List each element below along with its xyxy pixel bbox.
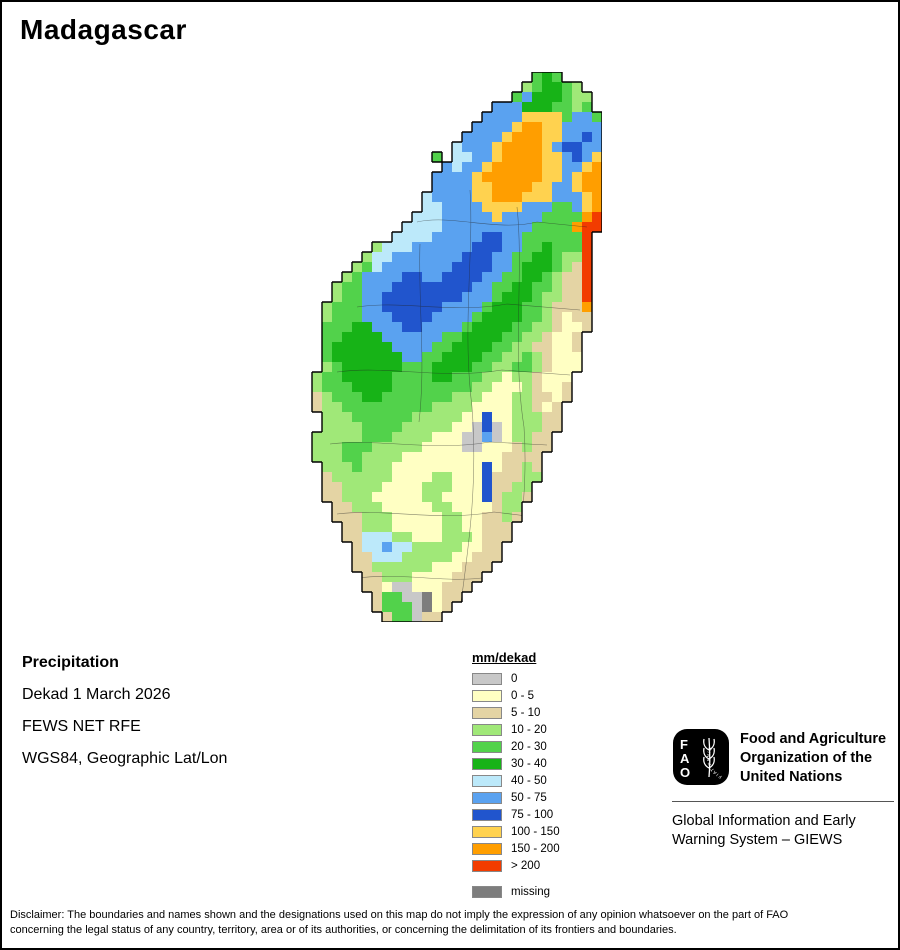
- legend-swatch: [472, 707, 502, 719]
- legend-swatch: [472, 860, 502, 872]
- legend-swatch: [472, 724, 502, 736]
- legend-swatch: [472, 673, 502, 685]
- map-legend: mm/dekad 0 0 - 5 5 - 10 10 - 20 20 - 30 30 - …: [472, 650, 560, 903]
- legend-item: 75 - 100: [472, 809, 560, 821]
- legend-item: 50 - 75: [472, 792, 560, 804]
- giews-line: Global Information and Early: [672, 812, 856, 829]
- legend-label: 100 - 150: [511, 826, 560, 838]
- fao-block: F A O FIAT PANIS Food and Agriculture Or: [672, 728, 894, 851]
- legend-label: 0: [511, 673, 518, 685]
- legend-label: 75 - 100: [511, 809, 554, 821]
- map-info-lines: Dekad 1 March 2026 FEWS NET RFE WGS84, Geo…: [22, 686, 227, 768]
- madagascar-precipitation-map: [311, 72, 602, 622]
- legend-label: 10 - 20: [511, 724, 547, 736]
- disclaimer: Disclaimer: The boundaries and names sho…: [10, 908, 896, 939]
- legend-label: missing: [511, 886, 550, 898]
- giews-label: Global Information and Early Warning Syst…: [672, 812, 894, 851]
- fao-logo-letter-a: A: [680, 751, 690, 766]
- legend-item: missing: [472, 886, 560, 898]
- legend-label: 150 - 200: [511, 843, 560, 855]
- fao-logo-letter-f: F: [680, 737, 688, 752]
- legend-items: 0 0 - 5 5 - 10 10 - 20 20 - 30 30 - 40 40 - 50…: [472, 673, 560, 898]
- legend-item: > 200: [472, 860, 560, 872]
- legend-label: > 200: [511, 860, 541, 872]
- legend-item: 150 - 200: [472, 843, 560, 855]
- map-info-line: WGS84, Geographic Lat/Lon: [22, 750, 228, 767]
- legend-item: 100 - 150: [472, 826, 560, 838]
- map-info-block: Precipitation Dekad 1 March 2026 FEWS NET…: [22, 654, 227, 782]
- fao-org-line: United Nations: [740, 768, 843, 785]
- legend-swatch: [472, 826, 502, 838]
- legend-label: 5 - 10: [511, 707, 541, 719]
- legend-label: 20 - 30: [511, 741, 547, 753]
- fao-org-name: Food and Agriculture Organization of the U…: [740, 728, 886, 787]
- legend-swatch: [472, 886, 502, 898]
- legend-label: 40 - 50: [511, 775, 547, 787]
- giews-line: Warning System – GIEWS: [672, 832, 843, 849]
- fao-logo-icon: F A O FIAT PANIS: [673, 729, 729, 785]
- legend-title: mm/dekad: [472, 650, 537, 665]
- legend-swatch: [472, 758, 502, 770]
- fao-divider: [672, 800, 894, 802]
- disclaimer-line: concerning the legal status of any count…: [10, 924, 677, 937]
- fao-org-line: Organization of the: [740, 749, 873, 766]
- legend-label: 30 - 40: [511, 758, 547, 770]
- legend-swatch: [472, 741, 502, 753]
- legend-swatch: [472, 792, 502, 804]
- legend-item: 30 - 40: [472, 758, 560, 770]
- legend-swatch: [472, 690, 502, 702]
- legend-swatch: [472, 809, 502, 821]
- legend-label: 0 - 5: [511, 690, 535, 702]
- legend-item: 20 - 30: [472, 741, 560, 753]
- wheat-ear-icon: [703, 737, 715, 778]
- legend-item: 40 - 50: [472, 775, 560, 787]
- legend-swatch: [472, 843, 502, 855]
- legend-swatch: [472, 775, 502, 787]
- fao-row: F A O FIAT PANIS Food and Agriculture Or: [672, 728, 894, 787]
- legend-item: 5 - 10: [472, 707, 560, 719]
- legend-label: 50 - 75: [511, 792, 547, 804]
- map-info-line: FEWS NET RFE: [22, 718, 141, 735]
- legend-item: 0 - 5: [472, 690, 560, 702]
- disclaimer-line: Disclaimer: The boundaries and names sho…: [10, 909, 789, 921]
- fao-logo-letter-o: O: [680, 765, 690, 780]
- legend-item: 0: [472, 673, 560, 685]
- map-info-heading: Precipitation: [22, 654, 119, 671]
- fao-org-line: Food and Agriculture: [740, 731, 887, 747]
- page-title: Madagascar: [20, 14, 187, 45]
- legend-item: 10 - 20: [472, 724, 560, 736]
- map-info-line: Dekad 1 March 2026: [22, 686, 171, 703]
